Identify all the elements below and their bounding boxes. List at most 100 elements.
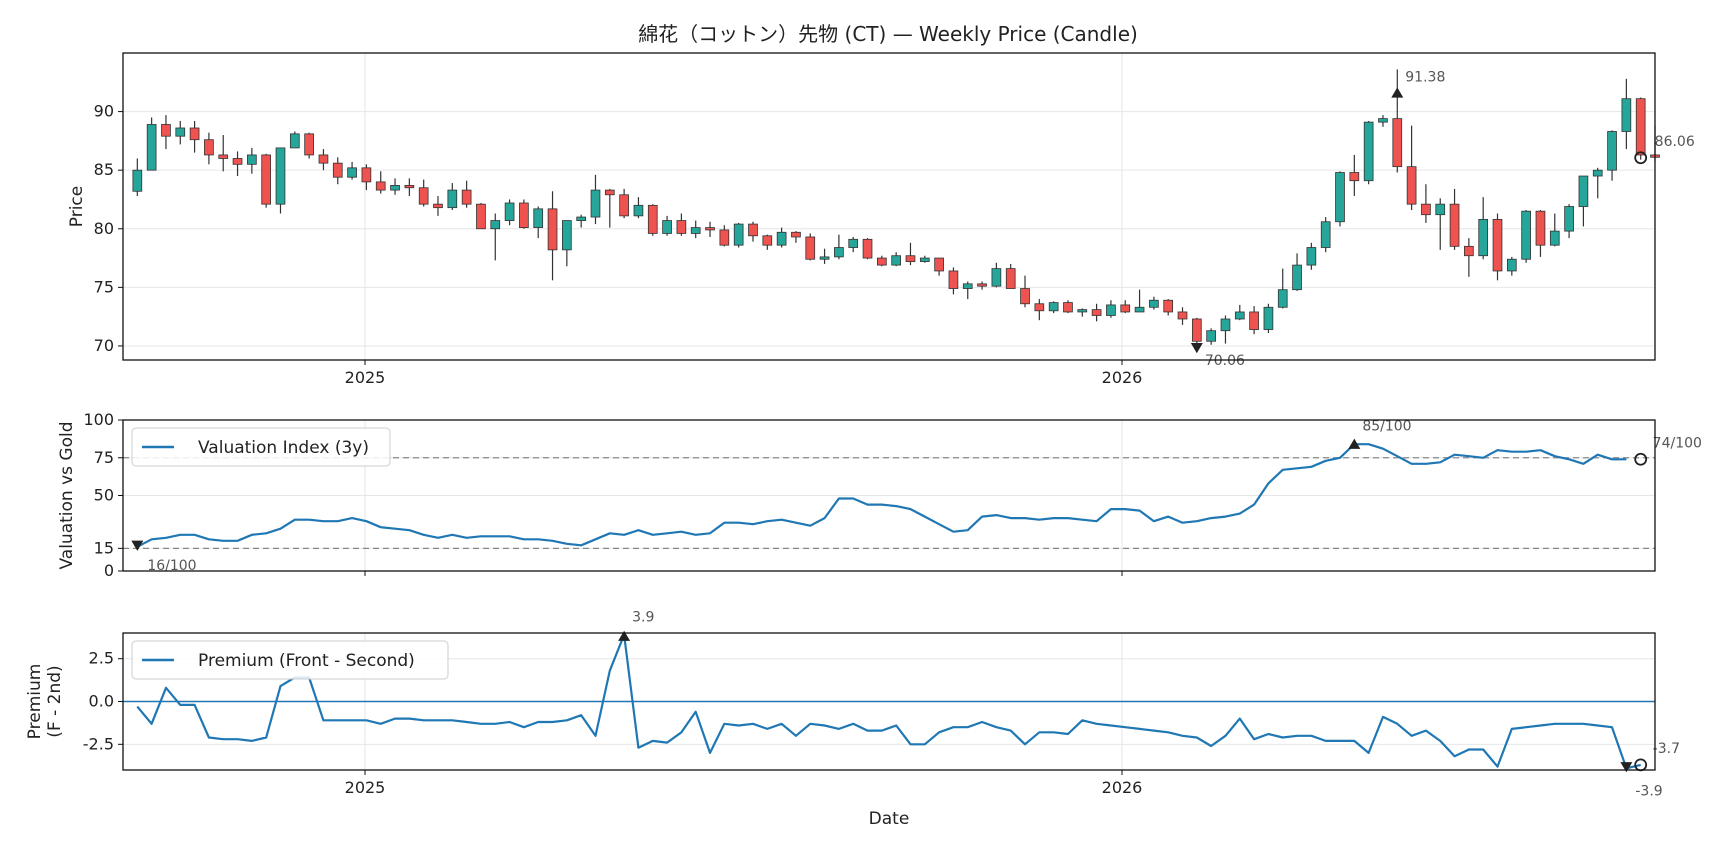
candle-body	[934, 257, 944, 272]
high-annotation: 85/100	[1362, 419, 1411, 435]
candle-body	[1464, 245, 1474, 257]
last-annotation: 74/100	[1653, 435, 1702, 451]
candle-body	[1392, 118, 1403, 168]
y-tick-label: 90	[94, 102, 114, 121]
series-line	[136, 633, 1641, 770]
candle-body	[1564, 206, 1574, 232]
candle-body	[1263, 306, 1274, 330]
y-tick-label: 0.0	[89, 692, 114, 711]
candle-body	[1249, 311, 1259, 330]
high-marker	[1391, 87, 1404, 98]
candle-body	[1320, 221, 1331, 248]
candle-body	[834, 247, 844, 258]
candle-body	[1177, 311, 1188, 320]
x-tick-label: 2025	[345, 368, 386, 387]
y-tick-label: 15	[94, 538, 114, 557]
candle-body	[1034, 303, 1045, 312]
candle-body	[1449, 203, 1460, 247]
y-tick-label: -2.5	[83, 734, 114, 753]
candle-body	[1048, 302, 1059, 312]
legend-label: Premium (Front - Second)	[198, 651, 415, 671]
axes-frame	[122, 52, 1656, 361]
candle-body	[1063, 302, 1073, 313]
series-line	[136, 443, 1627, 548]
candle-body	[132, 169, 143, 192]
x-tick-label: 2025	[345, 778, 386, 797]
candle-body	[533, 208, 544, 228]
y-axis-label: Valuation vs Gold	[57, 421, 77, 569]
candle-body	[1607, 131, 1617, 171]
candle-body	[676, 220, 687, 234]
candle-body	[791, 231, 801, 238]
candle-body	[1478, 218, 1489, 257]
candle-body	[1292, 264, 1302, 291]
candle-body	[776, 231, 787, 246]
candle-body	[519, 202, 529, 228]
premium-panel: 3.9 -3.9 -3.7 Premium (Front - Second) 2.5 0.…	[25, 610, 1680, 829]
candle-body	[1149, 299, 1159, 308]
candle-body	[1220, 318, 1231, 332]
candle-body	[161, 124, 171, 137]
candle-body	[762, 235, 773, 246]
legend-box	[131, 640, 449, 680]
high-annotation: 3.9	[632, 610, 654, 626]
candle-body	[289, 133, 300, 149]
candle-body	[247, 154, 257, 165]
candle-body	[1191, 318, 1202, 342]
y-tick-label: 70	[94, 336, 114, 355]
candle-body	[590, 189, 601, 218]
last-annotation: -3.7	[1653, 741, 1680, 757]
y-tick-label: 0	[104, 561, 114, 580]
candle-body	[1077, 309, 1088, 313]
y-tick-label: 2.5	[89, 649, 114, 668]
y-tick-label: 100	[83, 410, 114, 429]
candle-body	[204, 139, 214, 156]
candle-body	[1306, 247, 1317, 266]
candle-body	[1506, 258, 1517, 272]
candle-body	[1635, 98, 1646, 156]
low-annotation: 70.06	[1205, 353, 1245, 369]
candle-body	[619, 194, 629, 217]
candle-body	[547, 208, 558, 251]
candle-body	[1435, 203, 1446, 216]
candle-body	[977, 283, 987, 287]
candle-body	[877, 257, 887, 266]
candle-body	[332, 162, 343, 178]
candle-body	[1163, 299, 1174, 313]
candle-body	[991, 268, 1002, 287]
candle-body	[1621, 98, 1632, 132]
candle-body	[733, 223, 744, 246]
low-marker	[131, 540, 144, 551]
low-annotation: 16/100	[147, 558, 196, 574]
candle-body	[848, 238, 859, 248]
candle-body	[447, 189, 458, 209]
candle-body	[175, 127, 186, 137]
last-marker	[1634, 151, 1648, 165]
high-marker	[618, 630, 631, 641]
candle-body	[318, 154, 329, 164]
y-tick-label: 75	[94, 448, 114, 467]
candle-body	[504, 202, 515, 221]
candle-body	[962, 283, 973, 289]
chart-title: 綿花（コットン）先物 (CT) — Weekly Price (Candle)	[638, 22, 1138, 46]
candle-body	[748, 223, 758, 237]
low-marker	[1620, 762, 1633, 773]
low-marker	[1190, 343, 1203, 354]
axes-frame	[122, 632, 1656, 771]
candle-body	[862, 238, 873, 259]
candle-body	[1335, 172, 1345, 223]
candle-body	[662, 220, 672, 234]
x-axis-label: Date	[869, 809, 910, 829]
last-marker	[1634, 452, 1648, 466]
candle-body	[1234, 311, 1245, 320]
high-annotation: 91.38	[1405, 69, 1445, 85]
valuation-panel: 85/100 16/100 74/100 Valuation Index (3y) 0 1…	[57, 410, 1702, 580]
candle-body	[1535, 210, 1546, 246]
candle-body	[805, 236, 816, 260]
candle-body	[461, 189, 472, 205]
candle-body	[1421, 203, 1431, 216]
y-tick-label: 75	[94, 277, 114, 296]
y-axis-label: Price	[67, 186, 87, 227]
x-tick-label: 2026	[1102, 778, 1143, 797]
